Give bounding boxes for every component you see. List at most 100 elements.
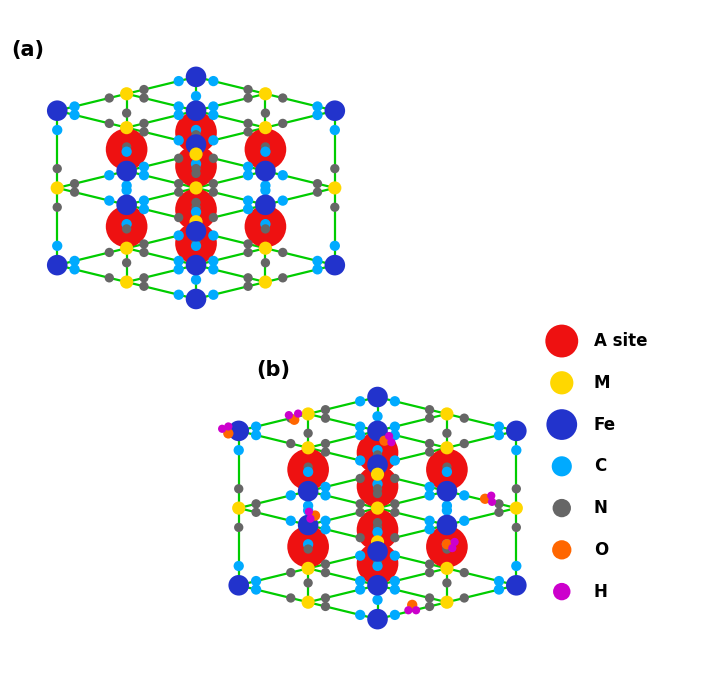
Point — [173, 264, 184, 275]
Point — [250, 584, 262, 595]
Point — [389, 396, 401, 407]
Point — [277, 272, 288, 283]
Point — [441, 539, 453, 550]
Point — [69, 109, 81, 120]
Point — [69, 101, 81, 112]
Point — [121, 122, 132, 133]
Point — [242, 272, 254, 283]
Point — [354, 421, 366, 432]
Point — [121, 166, 132, 177]
Point — [69, 187, 81, 198]
Point — [389, 550, 401, 561]
Point — [441, 541, 453, 552]
Point — [104, 247, 115, 258]
Point — [173, 212, 184, 223]
Point — [449, 537, 460, 548]
Point — [372, 459, 383, 470]
Point — [190, 294, 202, 305]
Point — [354, 473, 366, 484]
Point — [389, 421, 401, 432]
Point — [104, 170, 115, 181]
Point — [372, 594, 383, 606]
Point — [190, 158, 202, 169]
Point — [242, 280, 254, 292]
Point — [285, 515, 297, 526]
Point — [329, 202, 340, 213]
Point — [372, 580, 383, 591]
Point — [372, 517, 383, 528]
Point — [424, 601, 436, 612]
Point — [309, 510, 321, 521]
Point — [510, 503, 522, 514]
Point — [424, 515, 436, 526]
Point — [277, 170, 288, 181]
Point — [260, 258, 272, 269]
Point — [190, 148, 202, 159]
Point — [319, 567, 331, 578]
Point — [190, 207, 202, 218]
Point — [121, 144, 132, 155]
Point — [52, 105, 63, 116]
Text: O: O — [594, 541, 608, 559]
Point — [302, 486, 314, 497]
Point — [216, 423, 228, 434]
Point — [302, 500, 314, 512]
Point — [260, 107, 272, 118]
Point — [260, 180, 272, 191]
Point — [242, 93, 254, 104]
Point — [329, 125, 340, 136]
Point — [104, 272, 115, 283]
Point — [486, 496, 498, 507]
Point — [441, 442, 453, 453]
Point — [138, 280, 150, 292]
Point — [138, 203, 150, 214]
Point — [319, 404, 331, 416]
Point — [319, 490, 331, 501]
Point — [190, 127, 202, 138]
Text: N: N — [594, 499, 608, 517]
Point — [173, 76, 184, 87]
Point — [260, 122, 272, 133]
Point — [424, 592, 436, 603]
Point — [121, 141, 132, 152]
Point — [389, 609, 401, 620]
Point — [493, 421, 505, 432]
Point — [69, 178, 81, 189]
Point — [121, 258, 132, 269]
Point — [302, 409, 314, 420]
Point — [190, 90, 202, 102]
Point — [138, 126, 150, 137]
Point — [311, 187, 323, 198]
Point — [233, 425, 245, 436]
Text: M: M — [594, 374, 611, 392]
Point — [138, 195, 150, 206]
Point — [104, 195, 115, 206]
Point — [458, 413, 470, 424]
Point — [190, 204, 202, 215]
Point — [104, 93, 115, 104]
Point — [190, 168, 202, 179]
Point — [242, 126, 254, 137]
Point — [311, 255, 323, 267]
Point — [441, 505, 453, 516]
Point — [190, 197, 202, 208]
Point — [441, 500, 453, 512]
Point — [173, 187, 184, 198]
Point — [242, 239, 254, 250]
Point — [190, 161, 202, 172]
Point — [250, 429, 262, 441]
Point — [389, 584, 401, 595]
Point — [277, 118, 288, 129]
Point — [379, 435, 391, 446]
Point — [138, 84, 150, 95]
Point — [486, 490, 497, 501]
Point — [302, 541, 314, 552]
Point — [319, 592, 331, 603]
Point — [510, 445, 522, 456]
Point — [389, 532, 401, 544]
Point — [208, 109, 219, 120]
Point — [52, 260, 63, 271]
Point — [389, 498, 401, 509]
Point — [104, 118, 115, 129]
Point — [242, 195, 254, 206]
